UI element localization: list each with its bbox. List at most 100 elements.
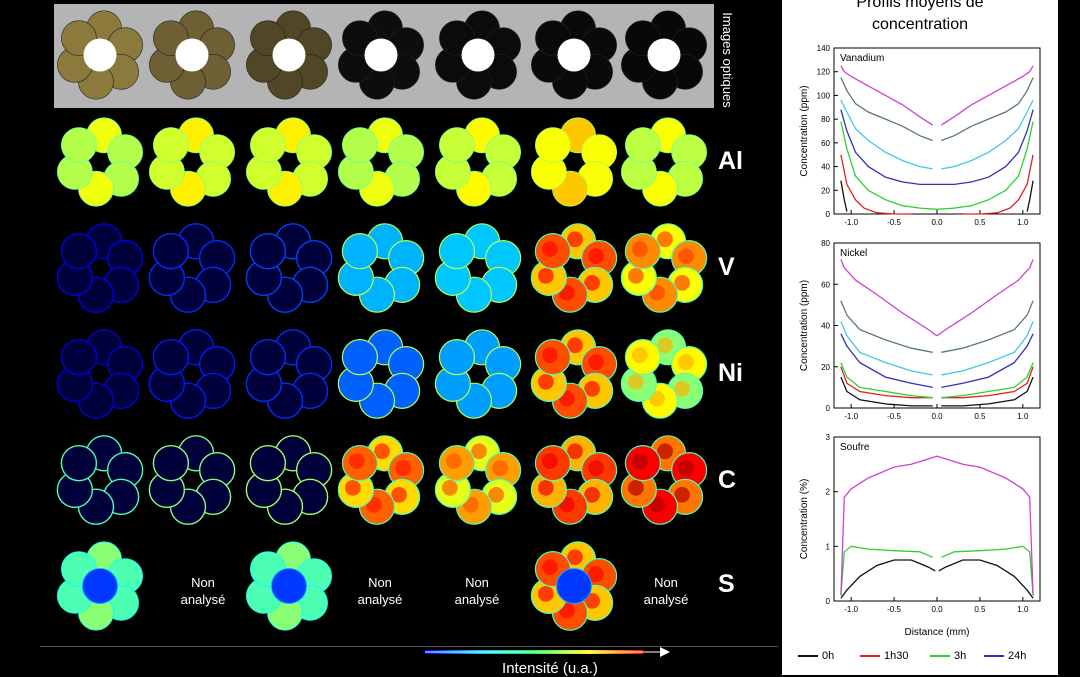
y-tick-label: 80 (821, 115, 830, 124)
map-pellet-core (542, 559, 558, 576)
optical-center (175, 38, 209, 72)
series-line (840, 300, 933, 353)
map-pellet (152, 127, 189, 164)
y-axis-label: Concentration (ppm) (799, 85, 810, 176)
series-line (840, 65, 934, 126)
row-label-s: S (718, 570, 735, 598)
map-sample-v (620, 223, 708, 313)
map-pellet (341, 233, 378, 270)
map-pellet (60, 338, 98, 376)
map-sample-ni (620, 329, 708, 419)
map-pellet-core (537, 267, 554, 284)
map-sample-al (148, 117, 236, 207)
optical-sample (435, 10, 521, 100)
map-sample-al (56, 117, 144, 207)
series-line (840, 455, 938, 596)
profiles-title-line1: Profils moyens de (856, 0, 984, 11)
y-tick-label: 40 (821, 163, 830, 172)
map-sample-s (530, 541, 618, 631)
map-pellet (152, 338, 190, 376)
map-pellet (438, 127, 475, 164)
map-center-pellet (82, 568, 118, 604)
map-pellet-core (588, 460, 605, 477)
profiles-title: Profils moyens de concentration (782, 0, 1058, 36)
y-tick-label: 3 (826, 433, 831, 442)
optical-sample (57, 10, 143, 100)
series-line (936, 455, 1034, 596)
map-sample-c (56, 435, 144, 525)
x-tick-label: 0.0 (931, 218, 943, 227)
not-analysed-line1: Non (368, 575, 392, 590)
y-tick-label: 20 (821, 186, 830, 195)
y-tick-label: 0 (826, 404, 831, 413)
map-pellet-core (678, 460, 695, 477)
not-analysed-note: Non analysé (621, 574, 711, 608)
y-tick-label: 1 (826, 542, 831, 551)
x-tick-label: 1.0 (1017, 412, 1029, 421)
series-line (936, 121, 1034, 210)
row-label-c: C (718, 466, 737, 494)
x-tick-label: -0.5 (887, 218, 901, 227)
not-analysed-line2: analysé (643, 592, 689, 607)
y-tick-label: 0 (826, 597, 831, 606)
map-pellet-core (678, 248, 695, 265)
map-pellet (60, 444, 98, 482)
map-sample-v (530, 223, 618, 313)
y-tick-label: 60 (821, 139, 830, 148)
map-pellet-core (588, 566, 605, 583)
map-pellet (60, 127, 97, 164)
not-analysed-note: Non analysé (158, 574, 248, 608)
series-line (840, 376, 933, 407)
series-line (941, 99, 1034, 170)
x-tick-label: -1.0 (844, 218, 858, 227)
map-pellet-core (657, 443, 673, 460)
y-tick-label: 140 (817, 44, 831, 53)
series-line (840, 77, 933, 142)
map-sample-al (245, 117, 333, 207)
optical-sample (621, 10, 707, 100)
map-pellet-core (584, 486, 600, 503)
colorbar-arrow-head (660, 647, 670, 657)
optical-center (83, 38, 117, 72)
not-analysed-line1: Non (654, 575, 678, 590)
legend-item-3h: 3h (930, 650, 966, 662)
y-tick-label: 40 (821, 322, 830, 331)
optical-center (364, 38, 398, 72)
x-tick-label: 0.0 (931, 412, 943, 421)
map-pellet-core (537, 479, 554, 496)
map-pellet (249, 338, 287, 376)
optical-center (272, 38, 306, 72)
map-pellet (152, 232, 190, 270)
map-sample-v (337, 223, 425, 313)
legend-item-1h30: 1h30 (860, 650, 908, 662)
not-analysed-note: Non analysé (335, 574, 425, 608)
map-pellet-core (674, 274, 690, 291)
legend-label: 24h (1008, 650, 1027, 662)
y-tick-label: 120 (817, 68, 831, 77)
map-sample-ni (56, 329, 144, 419)
map-pellet-core (441, 479, 458, 496)
chart-annotation: Nickel (840, 248, 867, 259)
map-sample-c (337, 435, 425, 525)
legend-label: 1h30 (884, 650, 909, 662)
map-sample-s (245, 541, 333, 631)
legend-item-24h: 24h (984, 650, 1026, 662)
profiles-panel: Profils moyens de concentration 0 20 40 60 8… (782, 0, 1058, 675)
map-sample-v (56, 223, 144, 313)
intensity-label: Intensité (u.a.) (502, 660, 598, 677)
chart-vanadium: 0 20 40 60 80 100 120 140 -1.0 -0.5 0.0 0.5 1.0 Vanad… (799, 44, 1041, 227)
not-analysed-line1: Non (191, 575, 215, 590)
row-label-v: V (718, 253, 735, 281)
map-pellet-core (627, 267, 644, 284)
series-line (941, 333, 1034, 389)
map-pellet-core (584, 380, 600, 397)
series-line (941, 362, 1034, 399)
x-tick-label: 0.5 (974, 605, 986, 614)
x-tick-label: -0.5 (887, 412, 901, 421)
not-analysed-line2: analysé (454, 592, 500, 607)
map-sample-c (434, 435, 522, 525)
profiles-title-line2: concentration (871, 16, 969, 33)
not-analysed-line2: analysé (357, 592, 403, 607)
map-pellet-core (627, 479, 644, 496)
